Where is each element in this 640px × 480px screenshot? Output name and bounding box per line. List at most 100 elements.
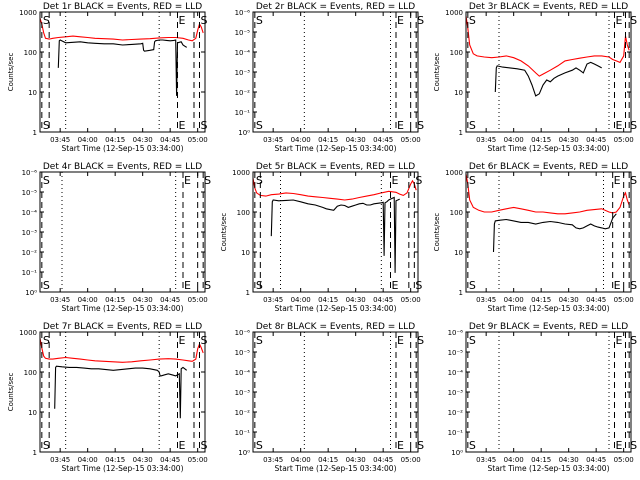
x-tick-label: 04:30 bbox=[559, 136, 579, 144]
marker-label-top: E bbox=[616, 334, 623, 347]
x-tick-label: 04:45 bbox=[586, 136, 606, 144]
events-series-line bbox=[54, 365, 188, 419]
x-tick-label: 05:00 bbox=[614, 136, 634, 144]
x-axis-label: Start Time (12-Sep-15 03:34:00) bbox=[275, 144, 397, 153]
x-axis-label: Start Time (12-Sep-15 03:34:00) bbox=[488, 144, 610, 153]
y-tick-label: 10 bbox=[454, 249, 463, 257]
y-tick-label: 10⁻¹ bbox=[448, 429, 464, 437]
y-tick-label: 10⁻⁵ bbox=[235, 349, 251, 357]
x-tick-label: 04:15 bbox=[531, 456, 551, 464]
y-tick-label: 10⁻³ bbox=[235, 69, 251, 77]
y-tick-label: 10⁰ bbox=[451, 449, 463, 457]
x-tick-label: 04:15 bbox=[105, 456, 125, 464]
marker-label-bottom: S bbox=[417, 119, 424, 132]
x-tick-label: 03:45 bbox=[476, 296, 496, 304]
x-tick-label: 04:45 bbox=[160, 296, 180, 304]
y-tick-label: 10⁻⁵ bbox=[22, 189, 38, 197]
x-tick-label: 04:45 bbox=[373, 296, 393, 304]
x-tick-label: 03:45 bbox=[263, 456, 283, 464]
x-tick-label: 05:00 bbox=[188, 456, 208, 464]
panel-det-8: Det 8r BLACK = Events, RED = LLDSSEESS10… bbox=[235, 322, 425, 473]
y-tick-label: 10 bbox=[28, 409, 37, 417]
x-tick-label: 04:45 bbox=[373, 456, 393, 464]
x-tick-label: 04:30 bbox=[133, 136, 153, 144]
y-tick-label: 10⁰ bbox=[238, 449, 250, 457]
y-tick-label: 10⁻³ bbox=[22, 229, 38, 237]
panel-det-7: Det 7r BLACK = Events, RED = LLDSSEESS11… bbox=[7, 322, 208, 473]
y-tick-label: 10⁻¹ bbox=[235, 429, 251, 437]
marker-label-bottom: S bbox=[415, 279, 422, 292]
y-tick-label: 10⁻⁴ bbox=[448, 369, 464, 377]
x-axis-label: Start Time (12-Sep-15 03:34:00) bbox=[488, 304, 610, 313]
plot-frame bbox=[465, 11, 632, 133]
x-tick-label: 04:00 bbox=[78, 296, 98, 304]
panel-title: Det 8r BLACK = Events, RED = LLD bbox=[256, 322, 415, 332]
marker-label-top: E bbox=[179, 14, 186, 27]
marker-label-top: E bbox=[397, 334, 404, 347]
marker-label-bottom: S bbox=[201, 119, 208, 132]
marker-label-bottom: E bbox=[397, 439, 404, 452]
plot-frame bbox=[465, 331, 632, 453]
panel-det-3: Det 3r BLACK = Events, RED = LLDSSEESS11… bbox=[433, 2, 637, 153]
marker-label-top: S bbox=[469, 174, 476, 187]
marker-label-top: S bbox=[43, 174, 50, 187]
panel-title: Det 6r BLACK = Events, RED = LLD bbox=[469, 162, 628, 172]
y-tick-label: 10⁻⁵ bbox=[448, 349, 464, 357]
y-tick-label: 10⁻⁴ bbox=[235, 369, 251, 377]
y-tick-label: 1000 bbox=[19, 329, 37, 337]
x-tick-label: 03:45 bbox=[50, 136, 70, 144]
lld-series-line bbox=[40, 338, 204, 363]
x-tick-label: 04:15 bbox=[531, 296, 551, 304]
y-tick-label: 100 bbox=[237, 209, 250, 217]
marker-label-top: S bbox=[256, 174, 263, 187]
y-tick-label: 100 bbox=[450, 209, 463, 217]
x-tick-label: 04:00 bbox=[504, 456, 524, 464]
x-tick-label: 04:00 bbox=[78, 136, 98, 144]
x-tick-label: 04:00 bbox=[504, 296, 524, 304]
x-tick-label: 05:00 bbox=[401, 136, 421, 144]
x-tick-label: 04:15 bbox=[318, 456, 338, 464]
y-tick-label: 10⁻¹ bbox=[235, 109, 251, 117]
marker-label-bottom: E bbox=[179, 439, 186, 452]
y-tick-label: 10 bbox=[28, 89, 37, 97]
panel-title: Det 4r BLACK = Events, RED = LLD bbox=[43, 162, 202, 172]
x-tick-label: 04:45 bbox=[160, 136, 180, 144]
y-tick-label: 1 bbox=[246, 289, 250, 297]
marker-label-bottom: S bbox=[469, 279, 476, 292]
x-tick-label: 05:00 bbox=[188, 296, 208, 304]
y-tick-label: 10⁻⁵ bbox=[235, 29, 251, 37]
panel-title: Det 9r BLACK = Events, RED = LLD bbox=[469, 322, 628, 332]
x-axis-label: Start Time (12-Sep-15 03:34:00) bbox=[62, 464, 184, 473]
x-tick-label: 05:00 bbox=[401, 296, 421, 304]
marker-label-top: S bbox=[469, 334, 476, 347]
x-tick-label: 04:00 bbox=[78, 456, 98, 464]
events-series-line bbox=[492, 213, 617, 253]
x-tick-label: 03:45 bbox=[263, 296, 283, 304]
x-tick-label: 03:45 bbox=[50, 456, 70, 464]
marker-label-bottom: E bbox=[184, 279, 191, 292]
marker-label-top: E bbox=[184, 174, 191, 187]
y-tick-label: 10⁻² bbox=[235, 409, 251, 417]
marker-label-bottom: S bbox=[630, 279, 637, 292]
panel-det-1: Det 1r BLACK = Events, RED = LLDSSEESS11… bbox=[7, 2, 208, 153]
y-tick-label: 10⁻¹ bbox=[22, 269, 38, 277]
x-tick-label: 05:00 bbox=[614, 296, 634, 304]
y-tick-label: 100 bbox=[24, 369, 37, 377]
y-axis-label: Counts/sec bbox=[220, 213, 228, 252]
marker-label-top: S bbox=[630, 334, 637, 347]
y-axis-label: Counts/sec bbox=[433, 53, 441, 92]
marker-label-bottom: S bbox=[469, 119, 476, 132]
marker-label-top: S bbox=[417, 14, 424, 27]
y-tick-label: 1 bbox=[459, 289, 463, 297]
panel-title: Det 1r BLACK = Events, RED = LLD bbox=[43, 2, 202, 12]
marker-label-top: S bbox=[256, 14, 263, 27]
marker-label-bottom: S bbox=[43, 439, 50, 452]
y-tick-label: 1 bbox=[459, 129, 463, 137]
y-tick-label: 100 bbox=[450, 49, 463, 57]
x-tick-label: 04:30 bbox=[346, 456, 366, 464]
y-tick-label: 10⁻³ bbox=[448, 389, 464, 397]
y-tick-label: 1000 bbox=[445, 169, 463, 177]
x-tick-label: 04:30 bbox=[346, 136, 366, 144]
x-tick-label: 04:45 bbox=[586, 456, 606, 464]
marker-label-bottom: S bbox=[417, 439, 424, 452]
